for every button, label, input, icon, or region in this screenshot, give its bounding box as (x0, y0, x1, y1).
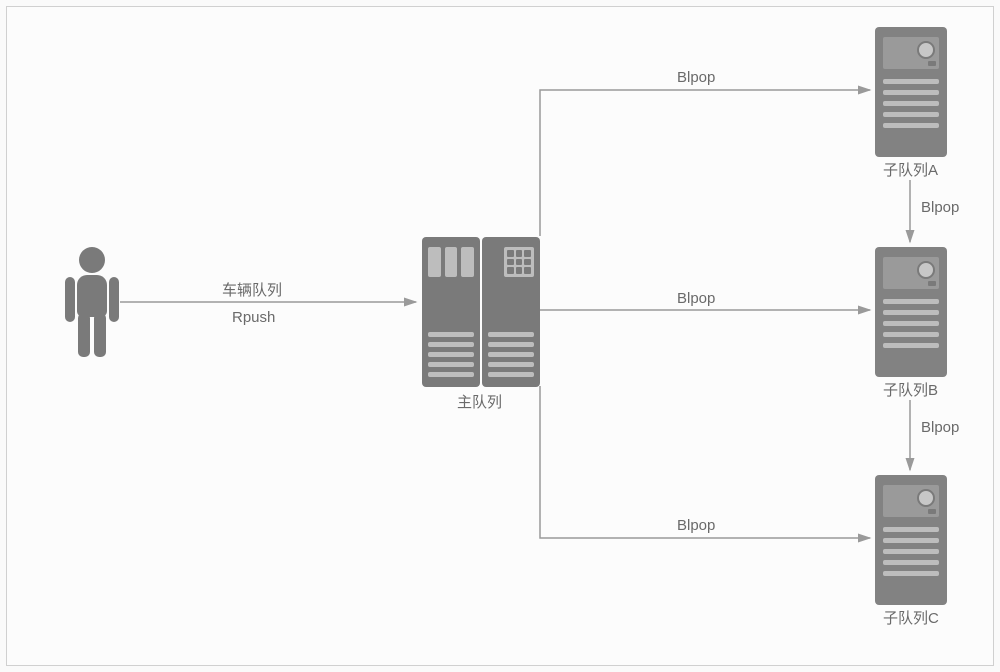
edge-user-main-label-top: 车辆队列 (222, 279, 282, 300)
edge-suba-subb-label: Blpop (921, 199, 959, 216)
edge-user-main-label-bottom: Rpush (232, 309, 275, 326)
main-queue-server-icon (422, 237, 540, 387)
sub-queue-a-label: 子队列A (883, 159, 938, 180)
edge-main-subc-label: Blpop (677, 517, 715, 534)
user-icon (67, 247, 117, 357)
edge-subb-subc-label: Blpop (921, 419, 959, 436)
sub-queue-c-label: 子队列C (883, 607, 939, 628)
sub-queue-c-server-icon (875, 475, 947, 605)
main-queue-label: 主队列 (457, 391, 502, 412)
sub-queue-b-server-icon (875, 247, 947, 377)
diagram-frame: 主队列 子队列A 子队列B 子队列C 车辆队列 Rpush Blpop Blpo… (6, 6, 994, 666)
edge-main-subb-label: Blpop (677, 290, 715, 307)
sub-queue-a-server-icon (875, 27, 947, 157)
edge-main-suba-label: Blpop (677, 69, 715, 86)
sub-queue-b-label: 子队列B (883, 379, 938, 400)
